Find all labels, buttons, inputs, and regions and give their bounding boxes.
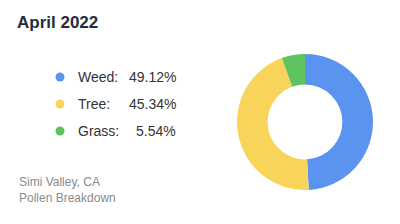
svg-text:45.34%: 45.34%	[129, 96, 176, 112]
svg-text:Pollen Breakdown: Pollen Breakdown	[19, 191, 116, 205]
svg-text:Weed:: Weed:	[78, 69, 118, 85]
svg-text:5.54%: 5.54%	[136, 123, 176, 139]
svg-text:April 2022: April 2022	[17, 13, 98, 32]
svg-text:49.12%: 49.12%	[129, 69, 176, 85]
svg-text:Grass:: Grass:	[78, 123, 119, 139]
svg-text:Simi Valley, CA: Simi Valley, CA	[19, 175, 100, 189]
svg-text:Tree:: Tree:	[78, 96, 110, 112]
